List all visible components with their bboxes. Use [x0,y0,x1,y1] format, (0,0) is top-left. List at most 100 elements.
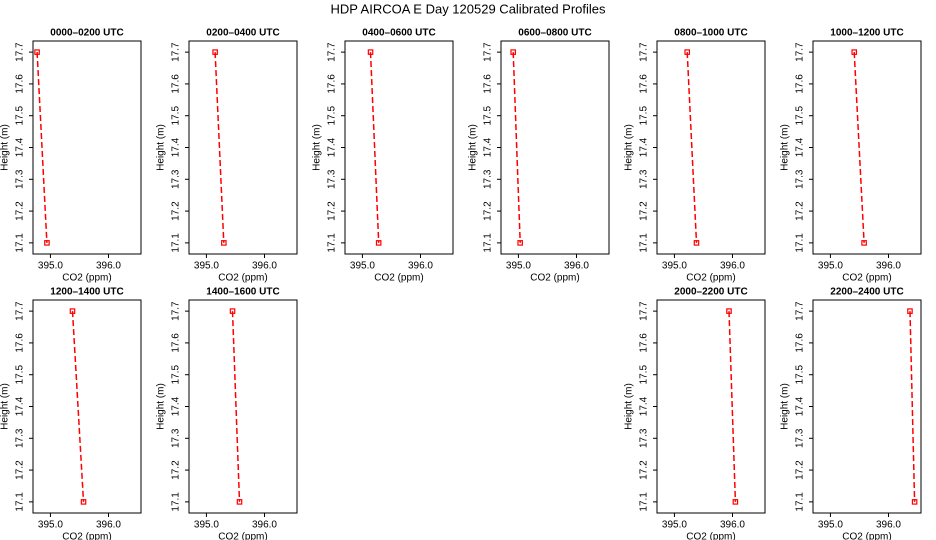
y-axis-label: Height (m) [780,124,791,171]
y-tick-label: 17.1 [795,492,806,512]
plot-frame [812,299,922,514]
y-tick-label: 17.7 [639,301,650,321]
y-axis-label: Height (m) [624,124,635,171]
y-tick-label: 17.5 [15,365,26,385]
y-axis-label: Height (m) [0,383,11,430]
panel-title: 0600–0800 UTC [518,28,591,39]
y-tick-label: 17.5 [639,365,650,385]
y-tick-label: 17.2 [327,201,338,221]
y-tick-label: 17.6 [639,74,650,94]
y-tick-label: 17.3 [483,169,494,189]
y-tick-label: 17.1 [795,233,806,253]
y-tick-label: 17.1 [15,492,26,512]
x-axis-label: CO2 (ppm) [218,532,267,540]
y-tick-label: 17.7 [15,301,26,321]
y-tick-label: 17.1 [171,233,182,253]
panel-title: 2000–2200 UTC [674,287,747,298]
profile-line [853,52,865,243]
x-tick-label: 396.0 [408,261,433,272]
x-axis-label: CO2 (ppm) [842,273,891,284]
y-tick-label: 17.2 [483,201,494,221]
plot-frame [32,299,142,514]
x-axis-label: CO2 (ppm) [686,273,735,284]
y-tick-label: 17.6 [15,333,26,353]
panel-title: 0000–0200 UTC [50,28,123,39]
x-tick-label: 395.0 [662,261,687,272]
y-tick-label: 17.6 [795,333,806,353]
y-tick-label: 17.4 [171,396,182,416]
y-tick-label: 17.3 [327,169,338,189]
y-tick-label: 17.6 [795,74,806,94]
data-point [34,49,40,55]
profile-line [512,52,521,243]
y-tick-label: 17.5 [171,365,182,385]
x-tick-label: 395.0 [38,520,63,531]
panel-title: 0400–0600 UTC [362,28,435,39]
y-tick-label: 17.7 [15,42,26,62]
plot-frame [656,40,766,255]
data-point [911,499,918,505]
y-tick-label: 17.4 [327,137,338,157]
y-tick-label: 17.1 [639,233,650,253]
x-tick-label: 396.0 [564,261,589,272]
y-tick-label: 17.1 [483,233,494,253]
y-axis-label: Height (m) [0,124,11,171]
y-tick-label: 17.5 [639,106,650,126]
data-point [236,499,243,505]
y-tick-label: 17.6 [15,74,26,94]
page-title: HDP AIRCOA E Day 120529 Calibrated Profi… [330,1,606,16]
x-tick-label: 396.0 [252,261,277,272]
y-tick-label: 17.4 [795,137,806,157]
profile-line [686,52,698,243]
y-tick-label: 17.7 [327,42,338,62]
y-tick-label: 17.6 [483,74,494,94]
profile-line [909,311,916,502]
y-tick-label: 17.3 [795,428,806,448]
y-tick-label: 17.2 [639,201,650,221]
y-tick-label: 17.4 [639,137,650,157]
panel-title: 0800–1000 UTC [674,28,747,39]
data-point [693,240,700,246]
y-tick-label: 17.4 [15,137,26,157]
y-axis-label: Height (m) [156,124,167,171]
x-tick-label: 396.0 [720,261,745,272]
y-axis-label: Height (m) [156,383,167,430]
y-tick-label: 17.5 [15,106,26,126]
y-tick-label: 17.6 [171,333,182,353]
y-tick-label: 17.6 [171,74,182,94]
y-tick-label: 17.5 [327,106,338,126]
panel-title: 0200–0400 UTC [206,28,279,39]
y-axis-label: Height (m) [468,124,479,171]
profile-line [728,311,737,502]
y-axis-label: Height (m) [780,383,791,430]
profile-line [369,52,380,243]
y-tick-label: 17.2 [171,201,182,221]
y-tick-label: 17.2 [15,201,26,221]
data-point [367,49,374,55]
y-tick-label: 17.1 [15,233,26,253]
panel-title: 1000–1200 UTC [830,28,903,39]
data-point [861,240,867,246]
profile-line [71,311,85,502]
x-tick-label: 395.0 [38,261,63,272]
x-tick-label: 395.0 [194,520,219,531]
y-tick-label: 17.7 [639,42,650,62]
data-point [517,240,523,246]
y-tick-label: 17.7 [171,42,182,62]
data-point [44,240,50,246]
x-axis-label: CO2 (ppm) [62,532,111,540]
y-axis-label: Height (m) [624,383,635,430]
plot-frame [656,299,766,514]
y-tick-label: 17.7 [483,42,494,62]
x-tick-label: 396.0 [96,520,121,531]
data-point [221,240,227,246]
data-point [684,49,690,55]
plot-frame [188,40,298,255]
x-axis-label: CO2 (ppm) [686,532,735,540]
x-axis-label: CO2 (ppm) [842,532,891,540]
data-point [851,49,858,55]
x-tick-label: 396.0 [720,520,745,531]
x-tick-label: 395.0 [506,261,531,272]
plot-frame [344,40,454,255]
data-point [726,308,732,314]
